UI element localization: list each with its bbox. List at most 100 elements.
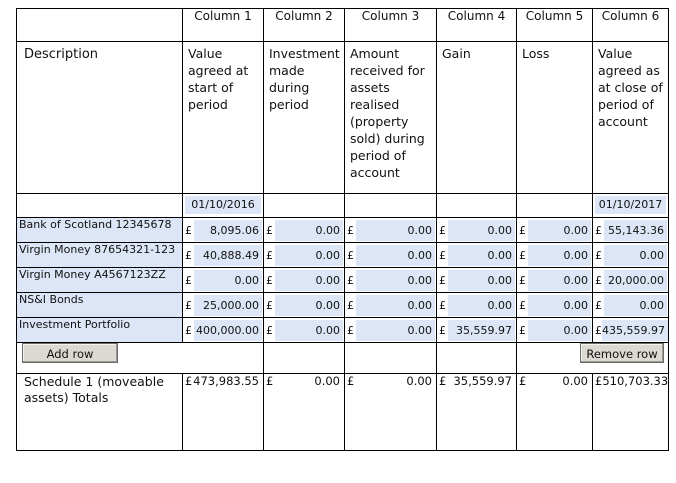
currency-symbol: £	[347, 273, 354, 287]
date-blank-cell	[263, 193, 345, 218]
button-blank-cell	[263, 342, 345, 374]
column-header-5: Column 5	[516, 8, 593, 42]
currency-symbol: £	[519, 298, 526, 312]
value-cell: £35,559.97	[436, 317, 517, 343]
column-description-cell: Amount received for assets realised (pro…	[344, 41, 437, 194]
asset-name-field[interactable]: Investment Portfolio	[16, 317, 183, 343]
currency-symbol: £	[519, 374, 527, 389]
amount-field-column-4[interactable]: 0.00	[448, 244, 515, 266]
start-date-cell: 01/10/2016	[182, 193, 264, 218]
amount-field-column-4[interactable]: 0.00	[448, 219, 515, 241]
currency-symbol: £	[266, 223, 273, 237]
amount-field-column-5[interactable]: 0.00	[528, 244, 591, 266]
table-row: Bank of Scotland 12345678 £8,095.06 £0.00 £…	[16, 217, 669, 243]
currency-symbol: £	[439, 223, 446, 237]
asset-name-field[interactable]: NS&I Bonds	[16, 292, 183, 318]
amount-field-column-2[interactable]: 0.00	[275, 219, 343, 241]
description-label: Description	[24, 47, 99, 62]
amount-field-column-4[interactable]: 0.00	[448, 294, 515, 316]
currency-symbol: £	[347, 374, 355, 389]
remove-row-button[interactable]: Remove row	[580, 343, 664, 363]
amount-field-column-1[interactable]: 400,000.00	[194, 319, 262, 341]
column-2-description: Investment made during period	[269, 46, 340, 112]
amount-field-column-2[interactable]: 0.00	[275, 244, 343, 266]
currency-symbol: £	[595, 248, 602, 262]
amount-field-column-6[interactable]: 0.00	[604, 244, 667, 266]
amount-field-column-6[interactable]: 435,559.97	[602, 319, 668, 341]
value-cell: £435,559.97	[592, 317, 669, 343]
total-column-6: 510,703.33	[602, 374, 669, 389]
amount-field-column-3[interactable]: 0.00	[356, 244, 435, 266]
asset-name-field[interactable]: Bank of Scotland 12345678	[16, 217, 183, 243]
totals-row: Schedule 1 (moveable assets) Totals £473…	[16, 373, 669, 451]
amount-field-column-1[interactable]: 8,095.06	[194, 219, 262, 241]
amount-field-column-1[interactable]: 0.00	[194, 269, 262, 291]
amount-field-column-3[interactable]: 0.00	[356, 219, 435, 241]
value-cell: £400,000.00	[182, 317, 264, 343]
column-1-description: Value agreed at start of period	[188, 46, 249, 112]
amount-field-column-5[interactable]: 0.00	[528, 319, 591, 341]
column-4-description: Gain	[442, 46, 471, 61]
currency-symbol: £	[595, 323, 602, 337]
total-cell: £0.00	[344, 373, 437, 451]
currency-symbol: £	[185, 298, 192, 312]
amount-field-column-1[interactable]: 25,000.00	[194, 294, 262, 316]
value-cell: £0.00	[436, 217, 517, 243]
currency-symbol: £	[595, 273, 602, 287]
asset-rows: Bank of Scotland 12345678 £8,095.06 £0.00 £…	[16, 217, 669, 343]
button-blank-cell	[344, 342, 437, 374]
currency-symbol: £	[519, 273, 526, 287]
amount-field-column-3[interactable]: 0.00	[356, 294, 435, 316]
amount-field-column-2[interactable]: 0.00	[275, 294, 343, 316]
totals-label: Schedule 1 (moveable assets) Totals	[16, 373, 183, 451]
date-blank-cell	[516, 193, 593, 218]
amount-field-column-5[interactable]: 0.00	[528, 294, 591, 316]
currency-symbol: £	[439, 298, 446, 312]
column-header-4: Column 4	[436, 8, 517, 42]
currency-symbol: £	[347, 248, 354, 262]
column-description-cell: Value agreed at start of period	[182, 41, 264, 194]
amount-field-column-6[interactable]: 0.00	[604, 294, 667, 316]
header-blank-cell	[16, 8, 183, 42]
end-date-cell: 01/10/2017	[592, 193, 669, 218]
start-date-field[interactable]: 01/10/2016	[185, 196, 261, 214]
amount-field-column-2[interactable]: 0.00	[275, 319, 343, 341]
amount-field-column-4[interactable]: 35,559.97	[448, 319, 515, 341]
total-column-5: 0.00	[562, 374, 588, 389]
remove-row-cell: Remove row	[516, 342, 669, 374]
amount-field-column-2[interactable]: 0.00	[275, 269, 343, 291]
asset-name-field[interactable]: Virgin Money 87654321-123	[16, 242, 183, 268]
currency-symbol: £	[347, 323, 354, 337]
value-cell: £0.00	[344, 217, 437, 243]
column-description-cell: Investment made during period	[263, 41, 345, 194]
schedule-table: Column 1 Column 2 Column 3 Column 4 Colu…	[16, 8, 669, 451]
amount-field-column-4[interactable]: 0.00	[448, 269, 515, 291]
date-row: 01/10/2016 01/10/2017	[16, 193, 669, 218]
column-description-cell: Loss	[516, 41, 593, 194]
value-cell: £20,000.00	[592, 267, 669, 293]
asset-name-field[interactable]: Virgin Money A4567123ZZ	[16, 267, 183, 293]
total-column-3: 0.00	[406, 374, 432, 389]
amount-field-column-5[interactable]: 0.00	[528, 219, 591, 241]
value-cell: £0.00	[436, 292, 517, 318]
value-cell: £0.00	[344, 242, 437, 268]
amount-field-column-6[interactable]: 20,000.00	[604, 269, 667, 291]
amount-field-column-1[interactable]: 40,888.49	[194, 244, 262, 266]
amount-field-column-5[interactable]: 0.00	[528, 269, 591, 291]
currency-symbol: £	[266, 273, 273, 287]
currency-symbol: £	[266, 323, 273, 337]
currency-symbol: £	[595, 374, 603, 389]
value-cell: £0.00	[436, 267, 517, 293]
description-label-cell: Description	[16, 41, 183, 194]
amount-field-column-6[interactable]: 55,143.36	[604, 219, 667, 241]
button-blank-cell	[436, 342, 517, 374]
amount-field-column-3[interactable]: 0.00	[356, 269, 435, 291]
amount-field-column-3[interactable]: 0.00	[356, 319, 435, 341]
end-date-field[interactable]: 01/10/2017	[595, 196, 666, 214]
add-row-button[interactable]: Add row	[22, 343, 118, 363]
currency-symbol: £	[595, 298, 602, 312]
value-cell: £0.00	[516, 267, 593, 293]
column-header-3: Column 3	[344, 8, 437, 42]
total-cell: £473,983.55	[182, 373, 264, 451]
value-cell: £0.00	[344, 317, 437, 343]
